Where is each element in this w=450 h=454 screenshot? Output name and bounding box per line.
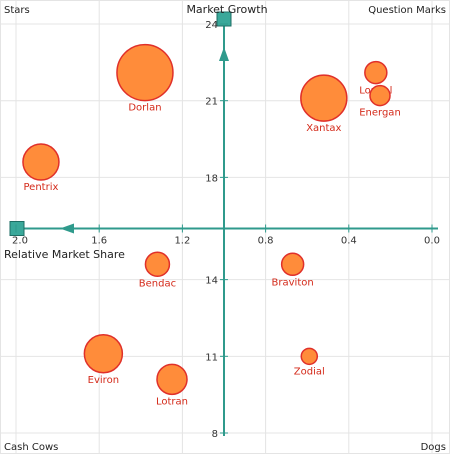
x-tick-label: 0.0 (424, 236, 440, 247)
bubble-energan (369, 84, 391, 107)
quadrant-label-top-left: Stars (4, 5, 30, 16)
quadrant-label-top-right: Question Marks (368, 5, 446, 16)
bubble-eviron (83, 334, 124, 374)
x-axis-end-marker (9, 221, 25, 236)
y-tick-label: 18 (205, 173, 218, 184)
x-tick-label: 1.2 (174, 236, 190, 247)
bubble-label-lotran: Lotran (156, 396, 188, 407)
bubble-pentrix (22, 143, 60, 181)
bubble-bendac (144, 251, 171, 278)
bubble-label-bendac: Bendac (139, 278, 176, 289)
bubble-longal (364, 60, 388, 85)
bubble-label-eviron: Eviron (88, 375, 119, 386)
x-axis-arrow (60, 223, 74, 234)
bubble-label-pentrix: Pentrix (24, 182, 59, 193)
bubble-xantax (300, 74, 348, 122)
y-axis-end-marker (216, 11, 232, 27)
x-axis-title: Relative Market Share (4, 248, 125, 261)
bubble-label-zodial: Zodial (294, 366, 325, 377)
bubble-label-energan: Energan (359, 108, 401, 119)
quadrant-label-bottom-left: Cash Cows (4, 442, 58, 453)
bubble-layer: DorlanLongalEnerganXantaxPentrixBendacBr… (22, 43, 401, 407)
x-tick-label: 2.0 (12, 236, 28, 247)
bubble-label-braviton: Braviton (272, 277, 314, 288)
quadrant-label-bottom-right: Dogs (421, 442, 446, 453)
y-tick-label: 24 (205, 20, 218, 31)
y-tick-label: 21 (205, 97, 218, 108)
y-tick-label: 8 (212, 429, 218, 440)
x-tick-label: 1.6 (91, 236, 107, 247)
y-tick-label: 14 (205, 276, 218, 287)
tick-label-layer: 2.0 1.6 1.2 0.8 0.4 0.0 24 21 18 14 11 8 (12, 20, 440, 440)
bubble-braviton (280, 252, 305, 277)
y-axis-title: Market Growth (186, 3, 267, 16)
bubble-lotran (156, 363, 188, 396)
x-tick-label: 0.8 (258, 236, 274, 247)
bubble-dorlan (116, 43, 174, 102)
bubble-zodial (300, 347, 319, 366)
axis-layer (9, 11, 438, 436)
y-axis-arrow (219, 47, 229, 61)
bubble-label-xantax: Xantax (306, 123, 341, 134)
x-tick-label: 0.4 (341, 236, 357, 247)
y-tick-label: 11 (205, 352, 218, 363)
bubble-label-dorlan: Dorlan (128, 103, 161, 114)
